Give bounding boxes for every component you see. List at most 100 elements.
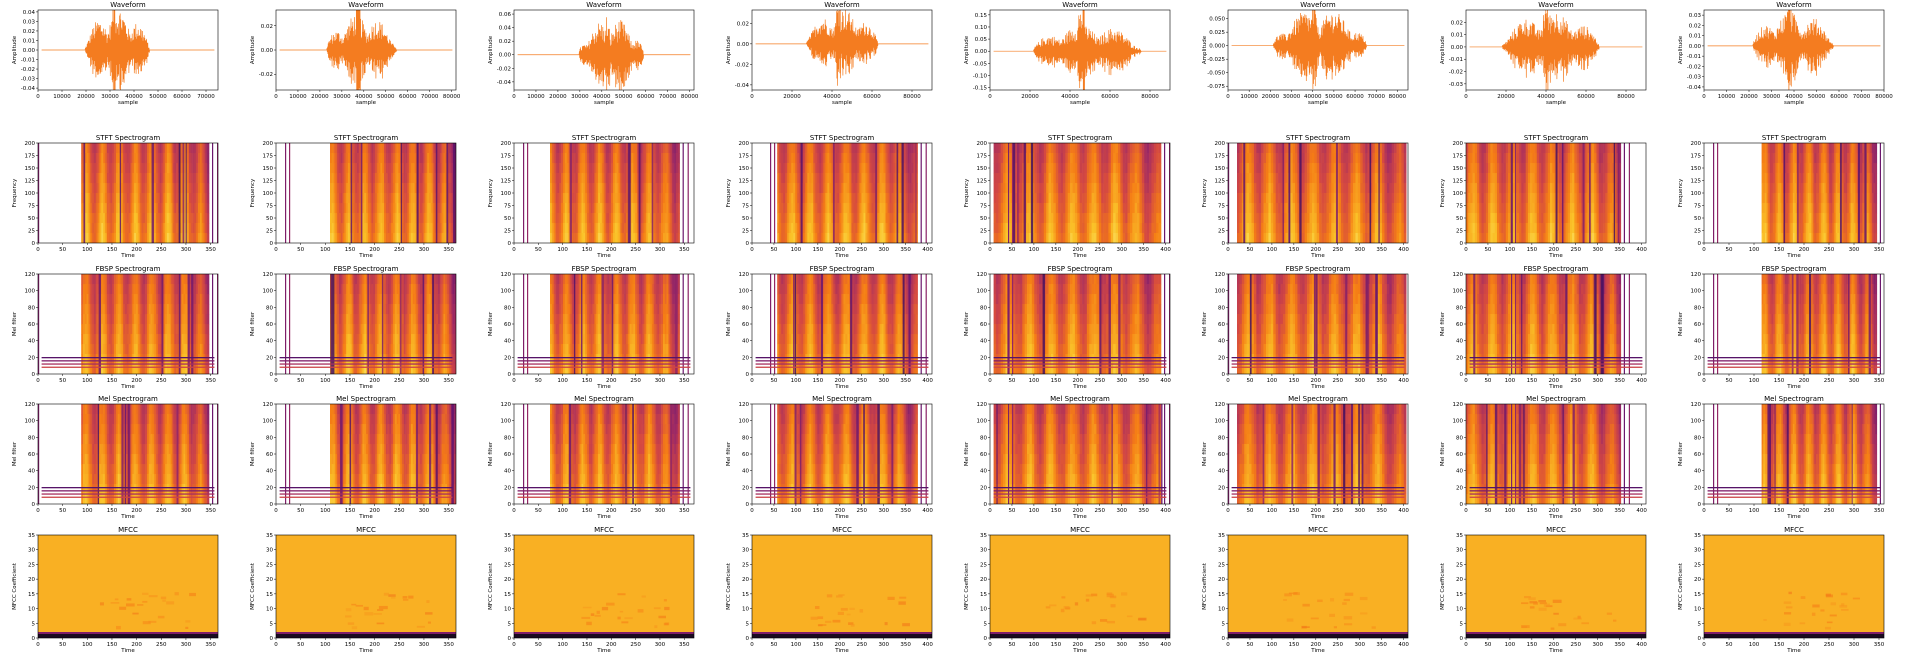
spectrogram-cell [605,183,608,194]
spectrogram-cell [1125,223,1128,234]
spectrogram-cell [448,203,451,214]
spectrogram-cell [849,163,852,174]
spectrogram-cell [851,223,854,234]
spectrogram-cell [337,163,340,174]
spectrogram-cell [351,193,354,204]
spectrogram-cell [330,213,333,224]
spectrogram-cell [1110,233,1114,243]
spectrogram-cell [367,203,370,214]
spectrogram-cell [1331,183,1334,194]
spectrogram-cell [1496,233,1500,243]
spectrogram-cell [1273,153,1276,164]
spectrogram-cell [1003,153,1006,164]
spectrogram-cell [1096,203,1100,214]
spectrogram-cell [207,143,210,154]
spectrogram-cell [125,173,128,184]
spectrogram-cell [1268,203,1272,214]
spectrogram-cell [644,143,647,154]
spectrogram-cell [1492,153,1496,164]
spectrogram-cell [675,173,679,184]
spectrogram-cell [787,153,790,164]
spectrogram-cell [1477,223,1480,234]
spectrogram-cell [167,173,170,184]
spectrogram-cell [1065,143,1069,154]
y-tick-label: 0.02 [737,21,749,27]
spectrogram-cell [561,153,564,164]
spectrogram-cell [387,233,390,243]
spectrogram-cell [1266,233,1269,243]
spectrogram-cell [84,193,87,204]
spectrogram-cell [1005,183,1009,194]
spectrogram-cell [579,193,582,204]
spectrogram-cell [620,163,623,174]
spectrogram-cell [995,153,999,164]
spectrogram-cell [429,213,432,224]
spectrogram-cell [897,143,900,154]
x-tick-label: 20000 [1262,94,1280,100]
spectrogram-stripe [1299,143,1302,243]
spectrogram-cell [143,193,146,204]
spectrogram-cell [1372,183,1376,194]
spectrogram-cell [1072,163,1076,174]
spectrogram-cell [1496,193,1500,204]
spectrogram-cell [1158,153,1162,164]
spectrogram-cell [1117,193,1121,204]
spectrogram-cell [1043,183,1047,194]
spectrogram-cell [805,233,808,243]
spectrogram-cell [369,153,372,164]
spectrogram-cell [1122,173,1126,184]
spectrogram-cell [1000,193,1004,204]
spectrogram-cell [823,163,826,174]
spectrogram-cell [1496,213,1500,224]
spectrogram-cell [859,223,862,234]
y-tick-label: 150 [263,166,274,172]
spectrogram-cell [1149,203,1152,214]
spectrogram-cell [342,203,345,214]
spectrogram-cell [97,223,100,234]
x-tick-label: 60000 [863,94,881,100]
spectrogram-cell [1499,203,1502,214]
spectrogram-cell [911,153,914,164]
spectrogram-cell [609,213,612,224]
spectrogram-cell [609,173,612,184]
spectrogram-cell [1319,213,1322,224]
spectrogram-cell [393,223,396,234]
spectrogram-cell [92,213,95,224]
spectrogram-cell [1494,233,1498,243]
spectrogram-cell [405,213,408,224]
spectrogram-cell [1039,223,1042,234]
spectrogram-cell [891,223,894,234]
spectrogram-cell [1297,213,1301,224]
spectrogram-cell [141,213,144,224]
spectrogram-cell [348,203,351,214]
spectrogram-cell [101,183,104,194]
spectrogram-cell [448,213,451,224]
spectrogram-cell [1503,223,1507,234]
spectrogram-cell [783,233,786,243]
x-tick-label: 80000 [1875,94,1893,100]
spectrogram-cell [661,203,664,214]
spectrogram-cell [1106,173,1109,184]
spectrogram-cell [865,213,868,224]
spectrogram-cell [668,153,671,164]
spectrogram-cell [1005,143,1009,154]
spectrogram-cell [1302,183,1305,194]
spectrogram-cell [1253,193,1257,204]
spectrogram-cell [342,163,345,174]
spectrogram-cell [1384,213,1388,224]
spectrogram-cell [183,173,186,184]
spectrogram-cell [867,193,870,204]
y-tick-label: -0.02 [497,66,511,72]
spectrogram-cell [1256,163,1260,174]
spectrogram-cell [1369,163,1373,174]
spectrogram-cell [364,213,367,224]
spectrogram-cell [657,213,660,224]
spectrogram-cell [642,183,645,194]
x-axis-label: sample [832,100,853,106]
spectrogram-cell [1074,223,1078,234]
spectrogram-cell [1494,193,1498,204]
spectrogram-cell [405,223,408,234]
spectrogram-cell [1466,173,1469,184]
spectrogram-cell [179,213,182,224]
spectrogram-cell [95,193,98,204]
